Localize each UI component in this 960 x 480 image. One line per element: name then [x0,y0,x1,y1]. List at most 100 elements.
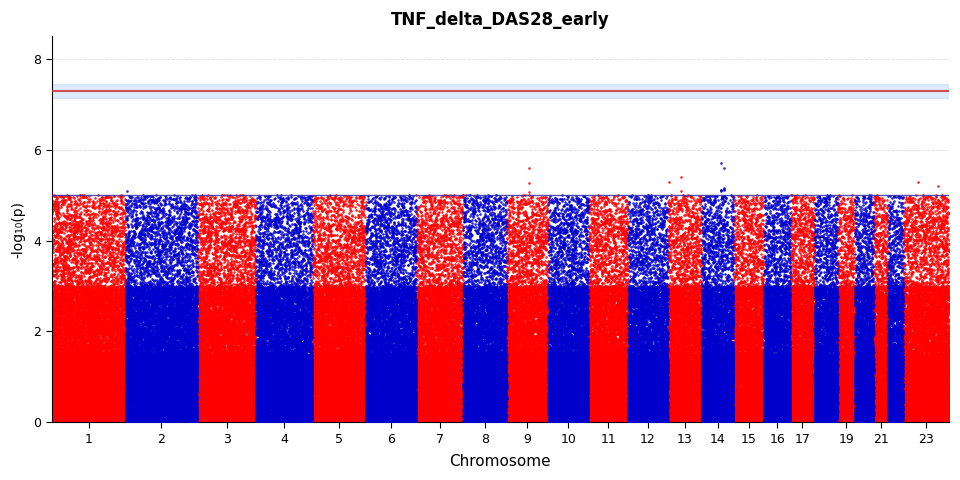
Point [204,404,219,411]
Point [282,239,298,246]
Point [546,393,562,401]
Point [607,242,622,250]
Point [623,352,638,360]
Point [276,214,291,221]
Point [808,388,824,396]
Point [933,327,948,335]
Point [196,329,211,336]
Point [560,352,575,360]
Point [709,411,725,419]
Point [732,278,747,286]
Point [817,407,832,414]
Point [179,408,194,416]
Point [591,344,607,351]
Point [847,384,862,391]
Point [846,375,861,383]
Point [630,285,645,292]
Point [852,377,867,385]
Point [592,409,608,417]
Point [283,359,299,367]
Point [299,266,314,274]
Point [51,301,66,309]
Point [672,333,687,340]
Point [765,357,780,365]
Point [882,405,898,412]
Point [395,240,410,248]
Point [368,404,383,412]
Point [838,404,853,412]
Point [782,210,798,217]
Point [122,381,137,388]
Point [241,337,256,345]
Point [725,297,740,304]
Point [391,241,406,249]
Point [683,374,698,382]
Point [792,378,807,386]
Point [516,402,532,410]
Point [318,244,333,252]
Point [204,355,220,363]
Point [411,305,426,312]
Point [483,358,498,366]
Point [738,304,754,312]
Point [843,364,858,372]
Point [548,391,564,398]
Point [811,252,827,259]
Point [461,374,476,382]
Point [228,342,243,350]
Point [653,395,668,403]
Point [377,261,393,268]
Point [204,354,220,361]
Point [246,310,261,318]
Point [486,300,501,307]
Point [228,362,244,370]
Point [851,363,866,371]
Point [935,325,950,333]
Point [784,403,800,410]
Point [743,312,758,319]
Point [384,244,399,252]
Point [253,389,269,397]
Point [774,410,789,418]
Point [444,324,459,331]
Point [260,412,276,420]
Point [807,309,823,316]
Point [567,384,583,392]
Point [278,372,294,380]
Point [252,320,267,328]
Point [712,396,728,404]
Point [761,408,777,416]
Point [574,418,589,426]
Point [315,235,330,242]
Point [162,353,178,361]
Point [377,318,393,326]
Point [820,298,835,306]
Point [186,354,202,362]
Point [449,372,465,380]
Point [638,408,654,415]
Point [894,364,909,372]
Point [420,362,436,370]
Point [785,396,801,403]
Point [256,417,272,425]
Point [634,370,649,377]
Point [81,357,96,365]
Point [864,386,879,394]
Point [401,296,417,303]
Point [300,416,315,423]
Point [459,370,474,377]
Point [624,360,639,367]
Point [255,373,271,381]
Point [356,360,372,367]
Point [246,308,261,315]
Point [565,384,581,392]
Point [744,414,759,422]
Point [301,383,317,391]
Point [175,345,190,352]
Point [318,381,333,389]
Point [517,399,533,407]
Point [611,396,626,403]
Point [397,368,413,375]
Point [485,402,500,409]
Point [698,386,713,394]
